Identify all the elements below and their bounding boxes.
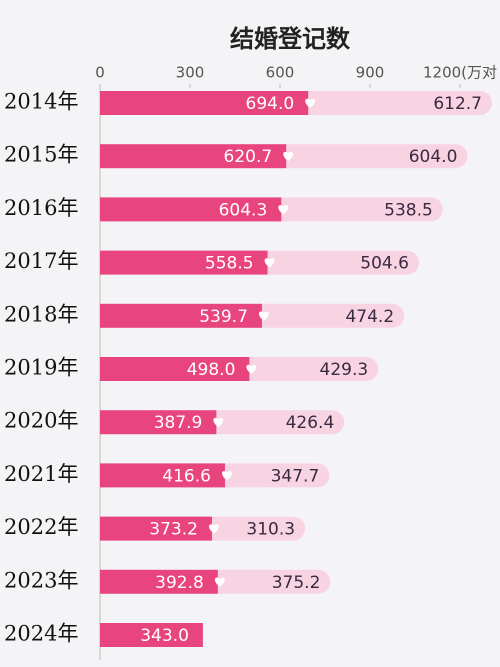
data-label: 558.5 — [205, 254, 254, 274]
data-label: 694.0 — [246, 94, 295, 114]
y-tick-label: 2018年 — [4, 302, 78, 326]
data-label: 429.3 — [320, 360, 369, 380]
bar — [100, 410, 217, 435]
data-label: 604.0 — [409, 147, 458, 167]
data-label: 310.3 — [246, 520, 295, 540]
data-label: 347.7 — [271, 466, 320, 486]
x-tick-label: 0 — [95, 64, 105, 82]
y-tick-label: 2023年 — [4, 568, 78, 592]
x-tick-label: 900 — [356, 64, 385, 82]
x-tick-label: 1200(万对 — [423, 64, 497, 82]
heart — [222, 471, 232, 481]
bar — [204, 410, 345, 435]
heart — [246, 364, 257, 374]
data-label: 392.8 — [155, 573, 204, 593]
bar — [100, 357, 250, 381]
y-tick-label: 2022年 — [4, 515, 78, 539]
heart — [258, 311, 269, 321]
bar — [100, 91, 309, 115]
data-label: 498.0 — [187, 360, 236, 380]
x-tick-label: 300 — [176, 64, 205, 82]
y-tick-label: 2014年 — [4, 90, 78, 114]
data-label: 620.7 — [224, 147, 273, 167]
y-tick-label: 2016年 — [4, 196, 78, 220]
bar — [269, 197, 443, 222]
x-tick-label: 600 — [266, 64, 295, 82]
bar — [100, 197, 282, 222]
y-tick-label: 2021年 — [4, 462, 78, 486]
y-tick-label: 2015年 — [4, 143, 78, 167]
data-label: 426.4 — [286, 413, 335, 433]
data-label: 387.9 — [154, 413, 203, 433]
data-label: 373.2 — [149, 520, 198, 540]
bar — [100, 250, 268, 275]
bar — [199, 516, 306, 541]
y-tick-label: 2024年 — [4, 622, 78, 646]
data-label: 604.3 — [219, 200, 268, 220]
bar — [100, 144, 287, 169]
heart — [278, 205, 289, 215]
y-tick-label: 2019年 — [4, 356, 78, 380]
data-label: 612.7 — [433, 94, 482, 114]
bar — [100, 623, 203, 647]
data-label: 539.7 — [199, 307, 248, 327]
bar — [212, 463, 330, 488]
bar — [100, 516, 212, 541]
heart — [283, 151, 294, 162]
bar — [249, 303, 405, 328]
data-label: 375.2 — [272, 573, 321, 593]
heart — [214, 577, 225, 587]
bar — [205, 569, 331, 594]
data-label: 474.2 — [345, 307, 394, 327]
chart-title: 结婚登记数 — [230, 25, 351, 53]
heart — [213, 417, 224, 428]
bar — [100, 463, 225, 488]
data-label: 538.5 — [384, 200, 433, 220]
bar — [255, 250, 419, 275]
y-tick-label: 2020年 — [4, 409, 78, 433]
bar — [237, 357, 379, 381]
bar — [274, 144, 468, 169]
heart — [264, 258, 275, 268]
data-label: 416.6 — [162, 466, 211, 486]
bar — [100, 303, 262, 328]
heart — [305, 98, 316, 108]
bar — [100, 569, 218, 594]
data-label: 343.0 — [140, 626, 189, 646]
heart — [209, 524, 219, 534]
data-label: 504.6 — [360, 254, 409, 274]
bar — [296, 91, 493, 115]
y-tick-label: 2017年 — [4, 249, 78, 273]
